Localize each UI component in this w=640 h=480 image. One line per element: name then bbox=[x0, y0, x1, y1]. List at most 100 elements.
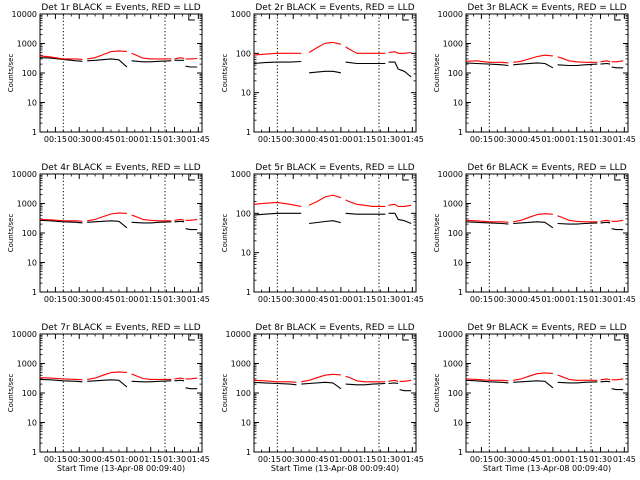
y-tick-label: 1000 bbox=[443, 40, 463, 49]
y-axis-label: Counts/sec bbox=[221, 214, 229, 253]
y-axis-label: Counts/sec bbox=[7, 214, 15, 253]
panel-title: Det 6r BLACK = Events, RED = LLD bbox=[467, 163, 626, 173]
events-line bbox=[345, 212, 386, 215]
lld-line bbox=[131, 373, 172, 380]
lld-series bbox=[465, 54, 624, 64]
lld-series bbox=[253, 194, 412, 207]
events-line bbox=[39, 219, 83, 224]
lld-line bbox=[301, 373, 341, 383]
y-tick-label: 1 bbox=[458, 448, 463, 457]
y-tick-label: 1 bbox=[246, 448, 251, 457]
x-tick-label: 00:45 bbox=[306, 135, 329, 144]
y-tick-label: 1000 bbox=[443, 200, 463, 209]
lld-line bbox=[388, 379, 399, 382]
y-tick-label: 10 bbox=[241, 419, 251, 428]
y-tick-label: 100 bbox=[236, 209, 251, 218]
events-line bbox=[309, 70, 342, 74]
time-bracket-marker bbox=[614, 14, 621, 21]
events-line bbox=[87, 220, 128, 229]
events-line bbox=[87, 58, 128, 68]
detector-panel-5: Det 5r BLACK = Events, RED = LLD Counts/s… bbox=[221, 163, 424, 304]
y-tick-label: 100 bbox=[448, 69, 463, 78]
events-line bbox=[600, 380, 611, 383]
events-line bbox=[399, 389, 412, 392]
time-bracket-marker bbox=[188, 334, 195, 341]
lld-series bbox=[253, 41, 412, 56]
lld-line bbox=[131, 52, 172, 60]
x-axis-title: Start Time (13-Apr-08 00:09:40) bbox=[483, 464, 611, 473]
y-tick-label: 1000 bbox=[231, 10, 251, 19]
x-tick-label: 00:15 bbox=[258, 295, 281, 304]
time-bracket-marker bbox=[188, 174, 195, 181]
y-tick-label: 100 bbox=[236, 49, 251, 58]
y-tick-label: 10000 bbox=[438, 330, 463, 339]
y-tick-label: 100 bbox=[448, 389, 463, 398]
lld-line bbox=[513, 213, 553, 223]
lld-series bbox=[465, 372, 624, 382]
y-axis-label: Counts/sec bbox=[221, 374, 229, 413]
lld-line bbox=[174, 57, 185, 60]
y-tick-label: 100 bbox=[22, 69, 37, 78]
y-tick-label: 10 bbox=[453, 99, 463, 108]
lld-line bbox=[388, 203, 412, 207]
x-tick-label: 00:45 bbox=[518, 455, 541, 464]
lld-line bbox=[308, 194, 342, 206]
lld-line bbox=[557, 374, 598, 381]
x-tick-label: 01:30 bbox=[163, 455, 186, 464]
x-tick-label: 00:15 bbox=[44, 135, 67, 144]
x-tick-label: 00:45 bbox=[306, 455, 329, 464]
x-tick-label: 01:30 bbox=[163, 295, 186, 304]
y-tick-label: 10 bbox=[453, 259, 463, 268]
lld-line bbox=[39, 55, 83, 60]
detector-panel-4: Det 4r BLACK = Events, RED = LLD Counts/s… bbox=[7, 163, 210, 304]
lld-line bbox=[185, 377, 198, 380]
y-tick-label: 1 bbox=[458, 128, 463, 137]
x-tick-label: 00:45 bbox=[306, 295, 329, 304]
events-line bbox=[174, 220, 185, 223]
lld-line bbox=[465, 219, 509, 223]
x-tick-label: 01:30 bbox=[589, 295, 612, 304]
y-tick-label: 10000 bbox=[226, 330, 251, 339]
events-line bbox=[87, 379, 128, 388]
x-tick-label: 00:30 bbox=[68, 295, 91, 304]
lld-series bbox=[39, 50, 198, 60]
events-line bbox=[39, 378, 83, 383]
x-tick-label: 00:45 bbox=[518, 135, 541, 144]
lld-line bbox=[39, 377, 83, 381]
lld-line bbox=[611, 219, 624, 222]
lld-line bbox=[345, 375, 386, 383]
y-tick-label: 10 bbox=[453, 419, 463, 428]
x-tick-label: 00:30 bbox=[494, 455, 517, 464]
y-axis-label: Counts/sec bbox=[7, 374, 15, 413]
x-tick-label: 01:45 bbox=[613, 455, 636, 464]
events-line bbox=[465, 221, 509, 225]
events-line bbox=[185, 228, 198, 231]
y-tick-label: 1000 bbox=[231, 360, 251, 369]
y-tick-label: 1000 bbox=[231, 170, 251, 179]
x-tick-label: 01:15 bbox=[139, 455, 162, 464]
x-tick-label: 00:30 bbox=[494, 295, 517, 304]
detector-panel-6: Det 6r BLACK = Events, RED = LLD Counts/s… bbox=[433, 163, 636, 304]
x-tick-label: 01:15 bbox=[353, 455, 376, 464]
lld-line bbox=[399, 379, 412, 382]
lld-series bbox=[39, 371, 198, 381]
y-tick-label: 10000 bbox=[438, 170, 463, 179]
y-tick-label: 1000 bbox=[17, 360, 37, 369]
events-line bbox=[611, 228, 624, 231]
x-tick-label: 00:30 bbox=[282, 295, 305, 304]
lld-line bbox=[557, 56, 598, 63]
events-line bbox=[611, 66, 624, 69]
time-bracket-marker bbox=[402, 14, 409, 21]
events-line bbox=[465, 379, 509, 384]
lld-line bbox=[611, 60, 624, 63]
plot-frame bbox=[253, 13, 417, 133]
lld-line bbox=[253, 379, 297, 383]
detector-panel-9: Det 9r BLACK = Events, RED = LLD Counts/s… bbox=[433, 323, 636, 473]
x-tick-label: 00:45 bbox=[92, 455, 115, 464]
events-line bbox=[345, 382, 386, 386]
y-tick-label: 1 bbox=[32, 128, 37, 137]
detector-panels: Det 1r BLACK = Events, RED = LLD Counts/s… bbox=[7, 3, 636, 473]
y-tick-label: 10 bbox=[241, 249, 251, 258]
lld-line bbox=[345, 46, 386, 54]
